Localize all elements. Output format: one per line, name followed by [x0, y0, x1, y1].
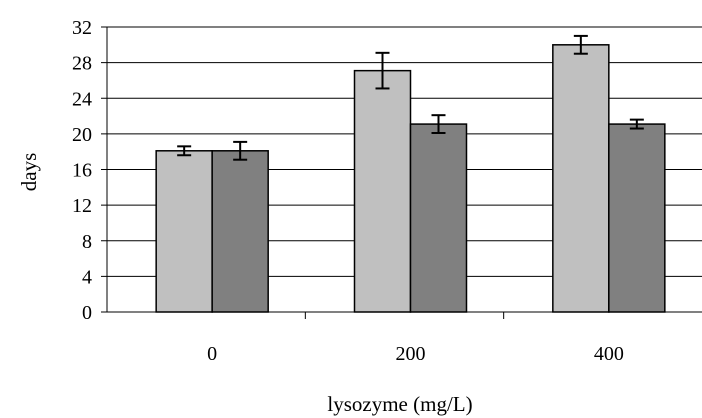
y-tick-label: 0	[82, 302, 92, 324]
y-tick-label: 28	[72, 53, 92, 75]
x-tick-label: 200	[396, 343, 426, 365]
x-tick-label: 400	[594, 343, 624, 365]
bar	[155, 150, 213, 313]
y-tick-label: 24	[72, 88, 92, 110]
y-tick-label: 16	[72, 160, 92, 182]
bar	[409, 123, 468, 313]
x-tick-label: 0	[207, 343, 217, 365]
bar	[608, 123, 666, 313]
y-tick-label: 12	[72, 195, 92, 217]
y-tick-label: 4	[82, 266, 92, 288]
bar	[552, 44, 610, 313]
bar	[211, 150, 269, 313]
bars	[155, 34, 666, 313]
y-axis-label: days	[17, 153, 41, 192]
axes	[101, 26, 702, 319]
x-axis-label: lysozyme (mg/L)	[327, 392, 472, 416]
y-tick-label: 8	[82, 231, 92, 253]
y-tick-label: 32	[72, 17, 92, 39]
tick-labels: 0 4 8 12 16 20 24 28 32 0 200 400	[72, 17, 624, 365]
bar	[353, 69, 412, 313]
y-tick-label: 20	[72, 124, 92, 146]
